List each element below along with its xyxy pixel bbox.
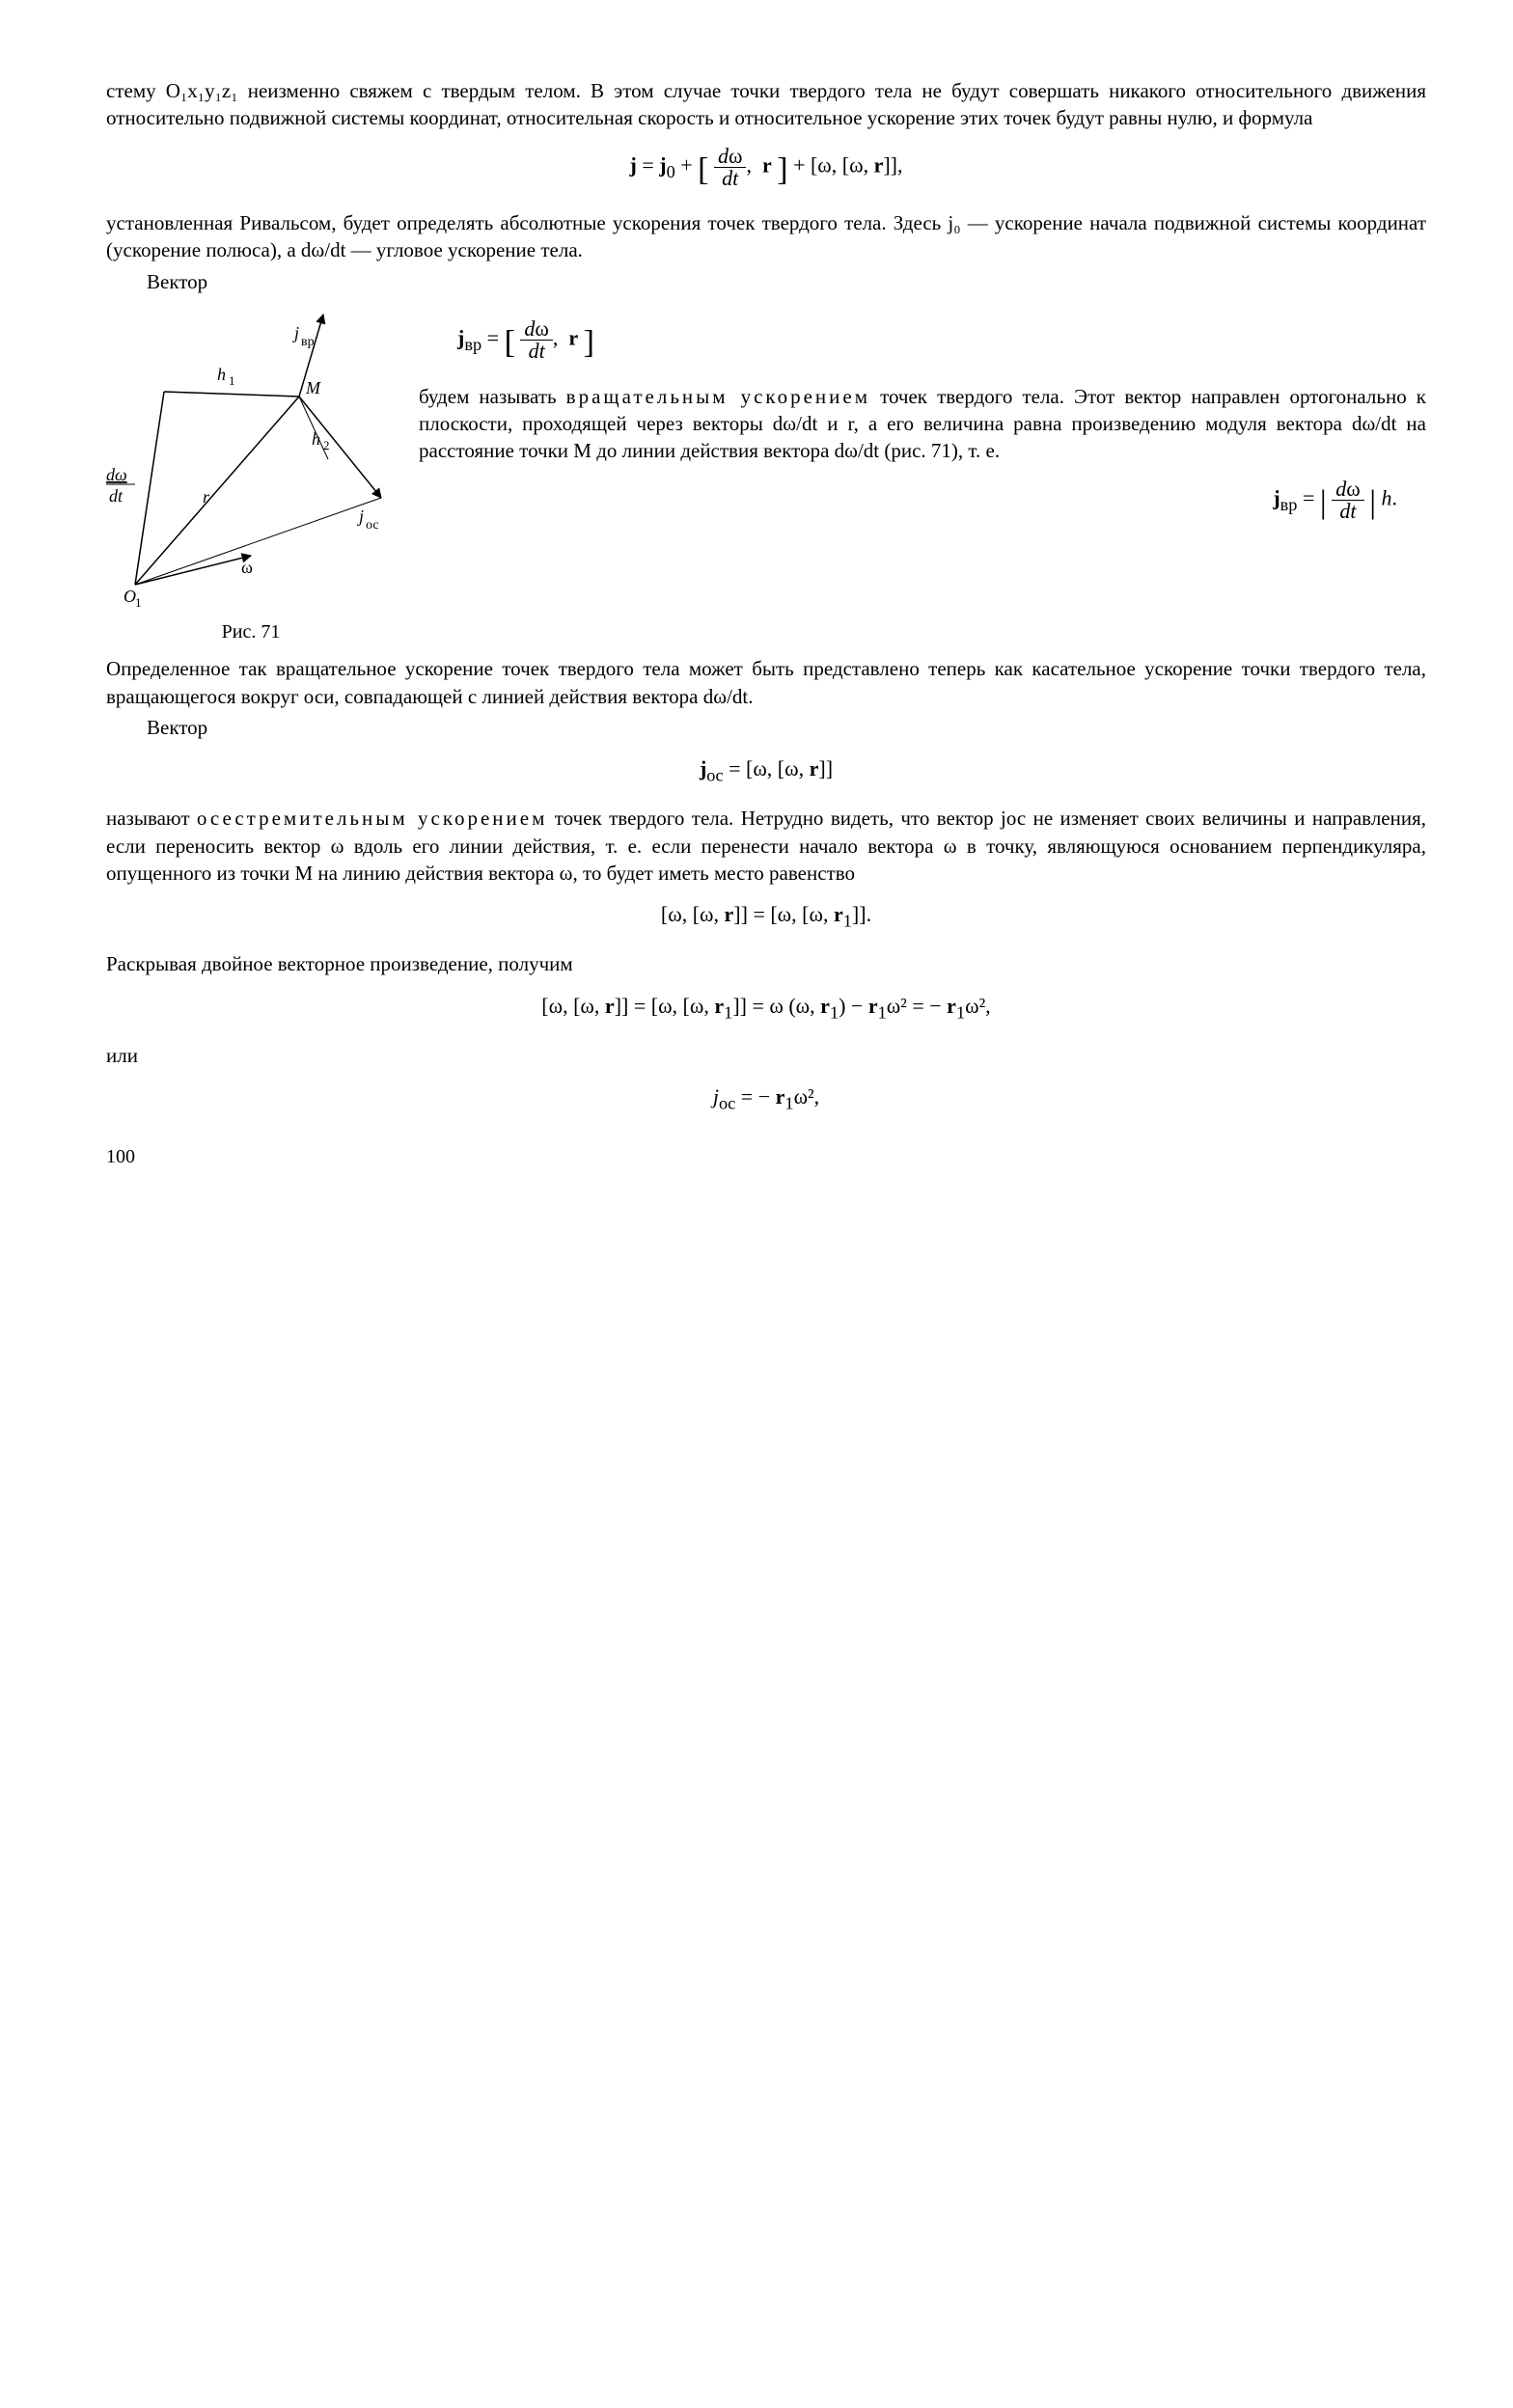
paragraph: Определенное так вращательное ускорение … — [106, 655, 1426, 710]
spaced-text: вращательным ускорением — [566, 385, 870, 408]
paragraph: Вектор — [106, 714, 1426, 741]
figure-column: O 1 M h 1 h 2 r ω j вр j ос dω dt Рис. 7… — [106, 305, 396, 645]
text-segment: называют — [106, 807, 197, 830]
svg-text:dt: dt — [109, 486, 124, 506]
svg-text:j: j — [292, 323, 299, 342]
spaced-text: осестремительным ускорением — [197, 807, 547, 830]
svg-text:M: M — [305, 378, 321, 397]
figure-side-text: jвр = [ dω dt , r ] будем называть враща… — [419, 305, 1426, 542]
text-segment: будем называть — [419, 385, 566, 408]
svg-text:j: j — [357, 506, 364, 526]
svg-text:ω: ω — [241, 558, 253, 577]
paragraph: будем называть вращательным ускорением т… — [419, 383, 1426, 465]
paragraph: Вектор — [106, 268, 1426, 295]
paragraph: установленная Ривальсом, будет определят… — [106, 209, 1426, 264]
paragraph: стему O₁x₁y₁z₁ неизменно свяжем с тверды… — [106, 77, 1426, 132]
formula: [ω, [ω, r]] = [ω, [ω, r1]] = ω (ω, r1) −… — [106, 992, 1426, 1025]
paragraph: Раскрывая двойное векторное произведение… — [106, 950, 1426, 977]
svg-text:1: 1 — [135, 595, 142, 610]
svg-text:вр: вр — [301, 335, 315, 349]
figure-71: O 1 M h 1 h 2 r ω j вр j ос dω dt — [106, 305, 396, 614]
svg-text:ос: ос — [366, 518, 379, 533]
svg-text:h: h — [312, 429, 320, 449]
paragraph: или — [106, 1042, 1426, 1069]
svg-text:dω: dω — [106, 465, 127, 484]
svg-text:2: 2 — [323, 438, 330, 452]
svg-text:h: h — [217, 365, 226, 384]
formula: joc = − r1ω², — [106, 1082, 1426, 1115]
svg-text:r: r — [203, 487, 210, 506]
paragraph: называют осестремительным ускорением точ… — [106, 805, 1426, 887]
formula: jвр = | dω dt | h. — [419, 479, 1426, 525]
page-number: 100 — [106, 1144, 1426, 1170]
figure-caption: Рис. 71 — [106, 619, 396, 645]
formula: j = j0 + [ dω dt , r ] + [ω, [ω, r]], — [106, 146, 1426, 192]
formula: jвр = [ dω dt , r ] — [457, 318, 1426, 365]
formula: [ω, [ω, r]] = [ω, [ω, r1]]. — [106, 900, 1426, 933]
figure-text-row: O 1 M h 1 h 2 r ω j вр j ос dω dt Рис. 7… — [106, 305, 1426, 645]
formula: joc = [ω, [ω, r]] — [106, 754, 1426, 787]
svg-text:1: 1 — [229, 373, 235, 388]
